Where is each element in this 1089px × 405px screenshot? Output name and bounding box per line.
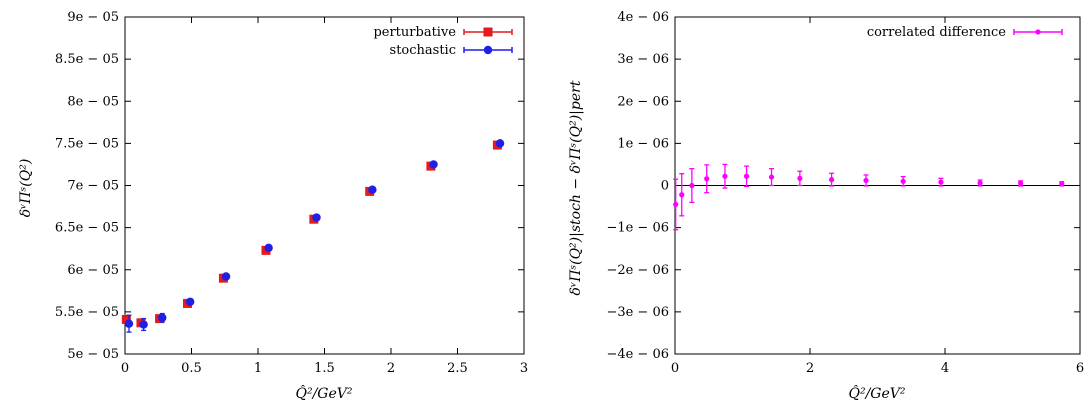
left-data-points xyxy=(121,139,505,333)
data-point-circle xyxy=(673,201,679,208)
y-tick-label: 2e − 06 xyxy=(617,94,669,109)
right-legend: correlated difference xyxy=(867,25,1063,40)
y-tick-label: 0 xyxy=(661,179,669,194)
data-point-circle xyxy=(264,243,273,253)
left-x-tick-labels: 0 0.5 1 1.5 2 2.5 3 xyxy=(121,361,528,376)
y-tick-label: 4e − 06 xyxy=(617,10,669,25)
data-point-circle xyxy=(977,180,983,186)
left-legend: perturbative stochastic xyxy=(373,25,513,58)
x-tick-label: 4 xyxy=(941,361,949,376)
right-x-tick-labels: 0 2 4 6 xyxy=(671,361,1084,376)
data-point-circle xyxy=(139,320,148,329)
left-ticks xyxy=(124,16,525,355)
data-point-circle xyxy=(768,174,775,180)
data-point-circle xyxy=(429,160,438,169)
data-point-circle xyxy=(158,313,167,322)
data-point-circle xyxy=(938,179,944,185)
right-chart: −4e − 06 −3e − 06 −2e − 06 −1e − 06 0 1e − 06… xyxy=(568,10,1084,402)
left-y-tick-labels: 5e − 05 5.5e − 05 6e − 05 6.5e − 05 7e − 05 7… xyxy=(55,10,119,362)
data-point-circle xyxy=(221,272,231,281)
data-point-circle xyxy=(704,176,710,182)
x-tick-label: 2.5 xyxy=(447,361,468,376)
data-point-circle xyxy=(312,213,321,222)
legend-marker-circle xyxy=(483,45,493,55)
data-point-circle xyxy=(743,173,750,179)
legend-label: perturbative xyxy=(373,25,456,40)
y-tick-label: 6e − 05 xyxy=(67,263,119,278)
data-point-circle xyxy=(900,178,906,184)
data-point-circle xyxy=(679,192,685,198)
x-tick-label: 6 xyxy=(1076,361,1084,376)
y-tick-label: 5.5e − 05 xyxy=(55,305,119,320)
data-point-circle xyxy=(829,177,835,183)
y-tick-label: 7.5e − 05 xyxy=(55,136,119,151)
legend-marker-circle xyxy=(1035,29,1041,35)
y-tick-label: 3e − 06 xyxy=(617,52,669,67)
y-tick-label: −2e − 06 xyxy=(606,263,669,278)
data-point-circle xyxy=(185,297,195,306)
y-tick-label: 1e − 06 xyxy=(617,136,669,151)
y-tick-label: −1e − 06 xyxy=(606,221,669,236)
data-point-circle xyxy=(722,173,728,179)
x-tick-label: 0 xyxy=(121,361,129,376)
data-point-circle xyxy=(1059,181,1065,187)
x-tick-label: 1.5 xyxy=(314,361,335,376)
data-point-circle xyxy=(124,319,134,328)
right-y-tick-labels: −4e − 06 −3e − 06 −2e − 06 −1e − 06 0 1e − 06… xyxy=(606,10,669,362)
x-tick-label: 1 xyxy=(254,361,262,376)
x-tick-label: 0 xyxy=(671,361,679,376)
left-x-axis-title: Q̂²/GeV² xyxy=(296,384,353,402)
legend-marker-square xyxy=(483,27,493,37)
left-y-axis-title: δᵛΠˢ(Q²) xyxy=(18,159,34,218)
data-point-square xyxy=(121,314,131,324)
right-x-axis-title: Q̂²/GeV² xyxy=(849,384,906,402)
right-y-axis-title: δᵛΠˢ(Q²)|stoch − δᵛΠˢ(Q²)|pert xyxy=(568,80,584,295)
y-tick-label: −4e − 06 xyxy=(606,347,669,362)
y-tick-label: 7e − 05 xyxy=(67,179,119,194)
y-tick-label: −3e − 06 xyxy=(606,305,669,320)
y-tick-label: 8e − 05 xyxy=(67,94,119,109)
x-tick-label: 2 xyxy=(806,361,814,376)
data-point-circle xyxy=(1018,180,1024,186)
x-tick-label: 0.5 xyxy=(181,361,202,376)
y-tick-label: 9e − 05 xyxy=(67,10,119,25)
x-tick-label: 2 xyxy=(387,361,395,376)
data-point-circle xyxy=(368,185,377,194)
data-point-circle xyxy=(689,182,695,189)
y-tick-label: 5e − 05 xyxy=(67,347,119,362)
right-data-points xyxy=(673,163,1065,231)
x-tick-label: 3 xyxy=(520,361,528,376)
data-point-circle xyxy=(863,177,869,184)
y-tick-label: 6.5e − 05 xyxy=(55,221,119,236)
legend-label: stochastic xyxy=(390,43,456,58)
y-tick-label: 8.5e − 05 xyxy=(55,52,119,67)
data-point-circle xyxy=(797,175,803,181)
left-chart: 5e − 05 5.5e − 05 6e − 05 6.5e − 05 7e − 05 7… xyxy=(18,10,528,402)
data-point-circle xyxy=(495,139,505,148)
legend-label: correlated difference xyxy=(867,25,1006,40)
